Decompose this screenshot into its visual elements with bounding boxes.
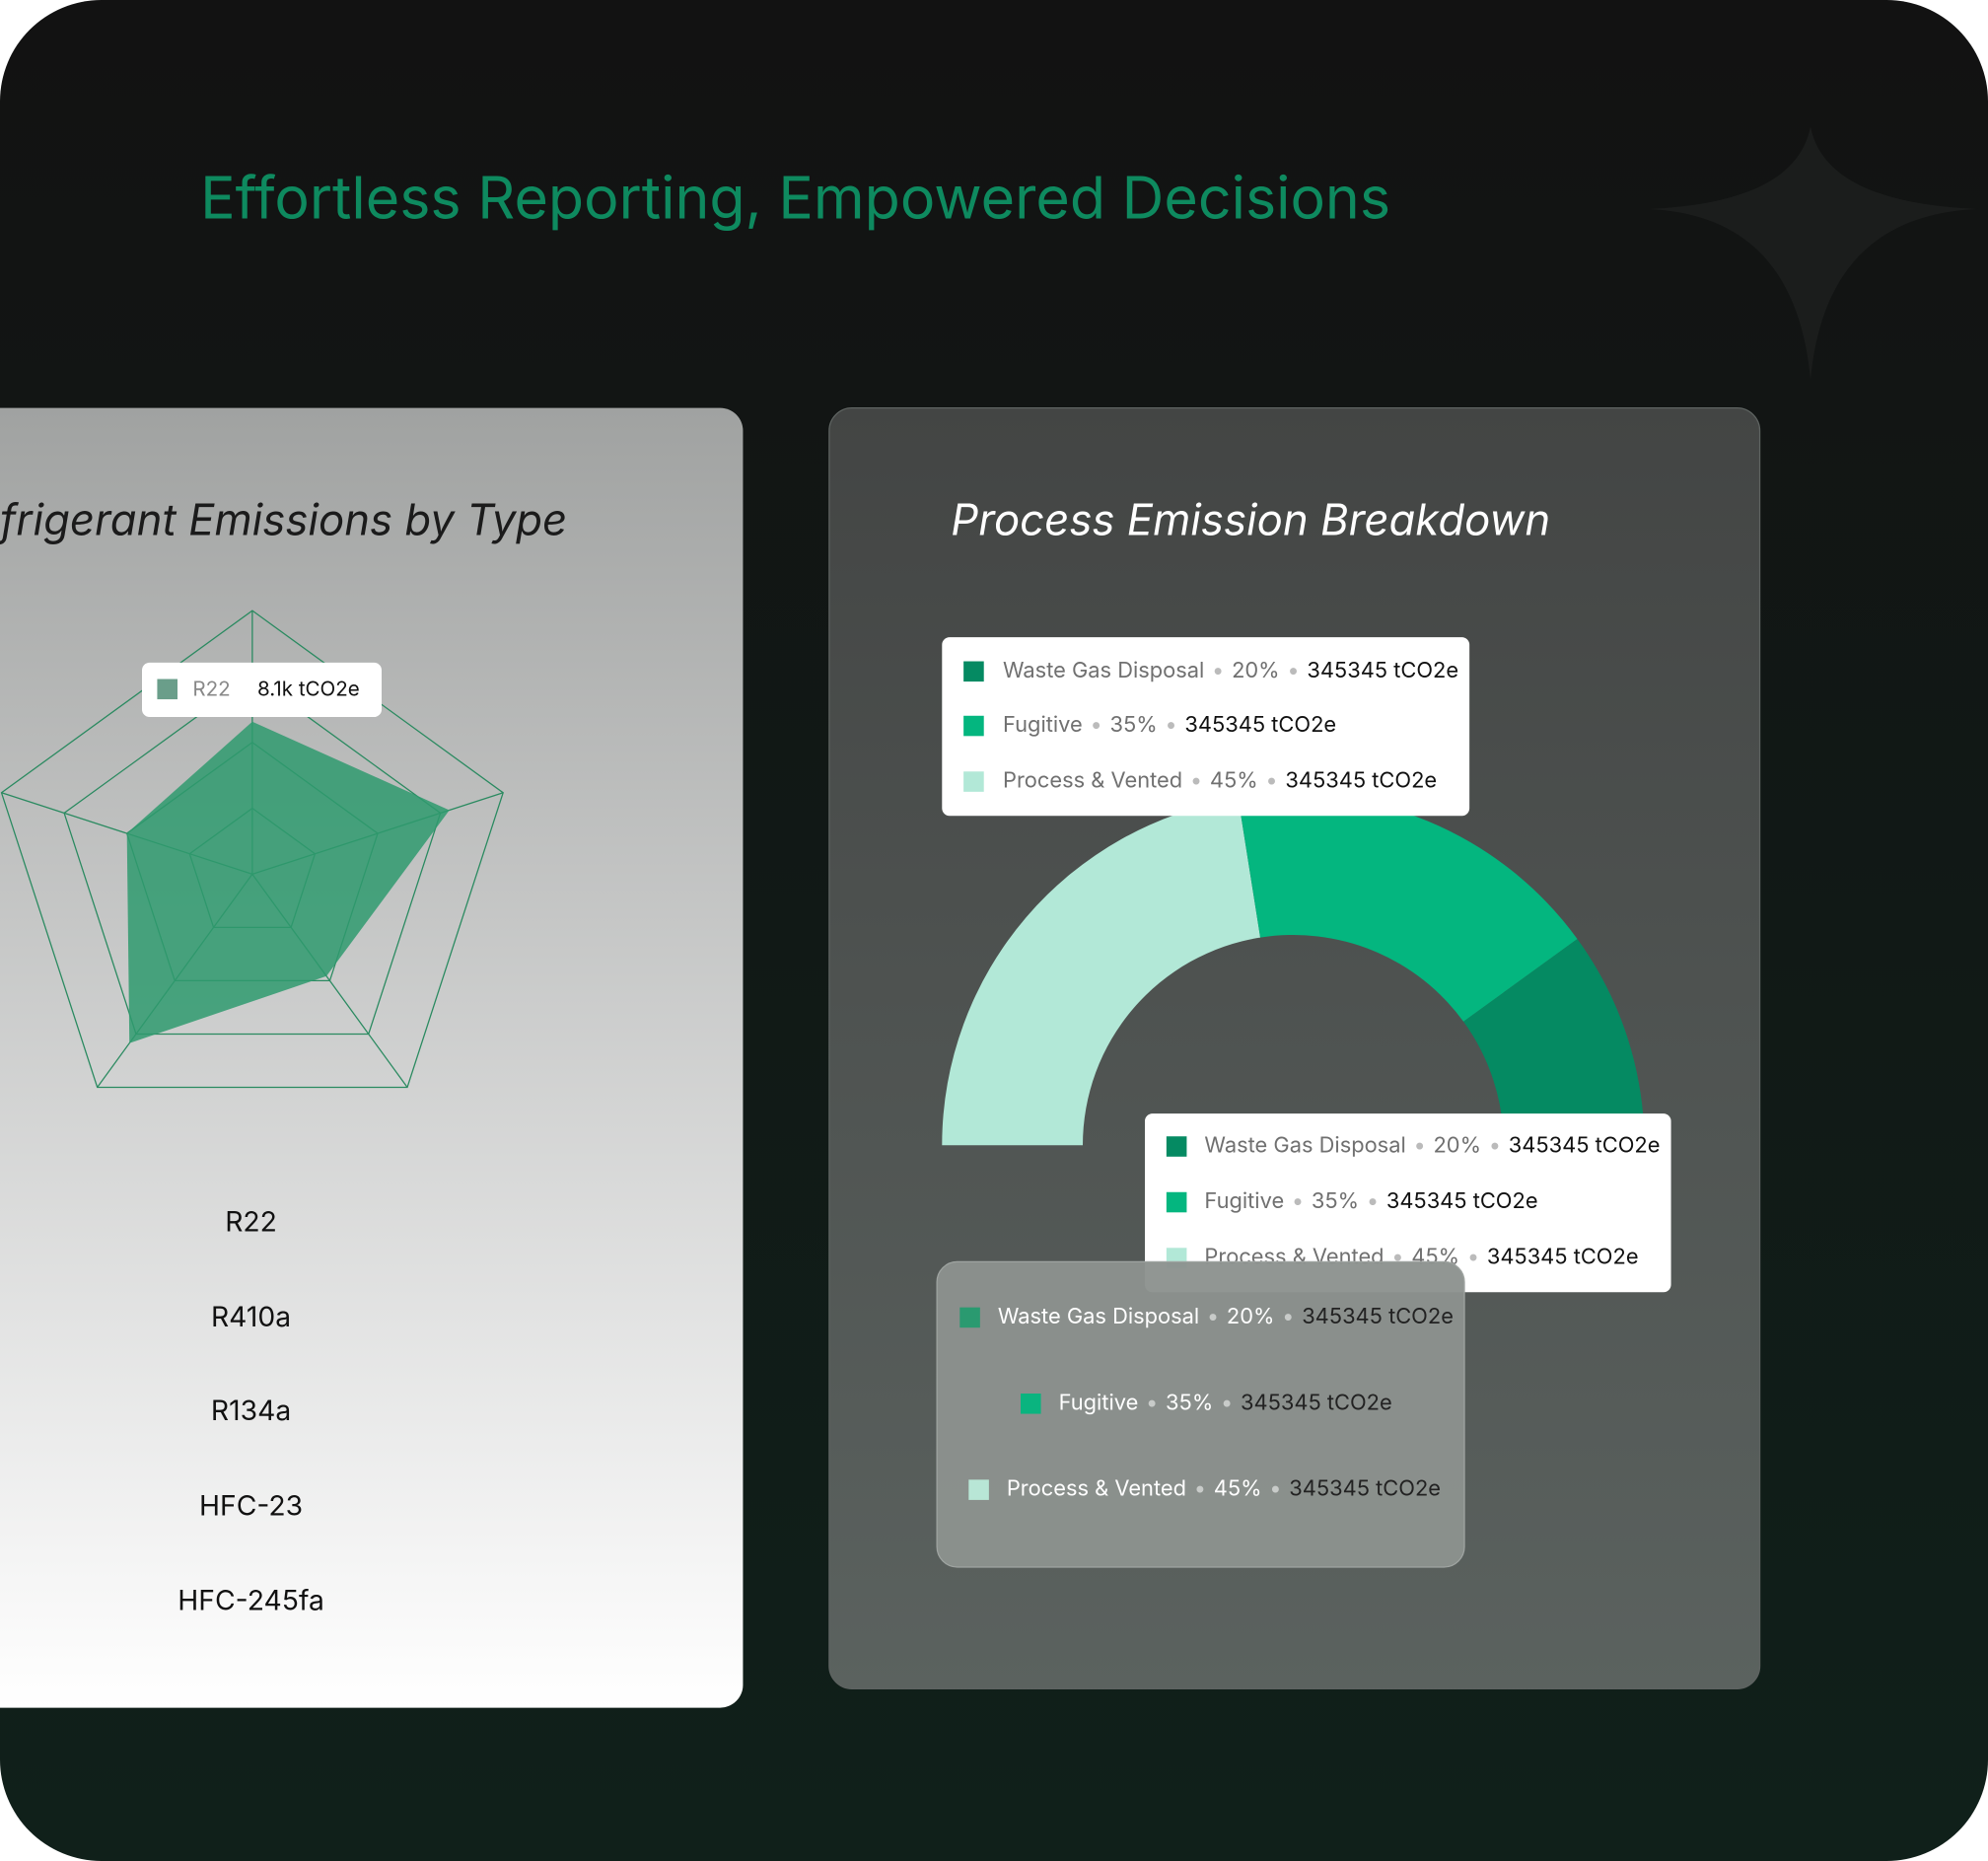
category-label: R410a xyxy=(211,1300,291,1333)
legend-share: 45% xyxy=(1210,768,1258,794)
donut-chart: Waste Gas Disposal • 20% • 345345 tCO2eFugit… xyxy=(936,637,1671,1568)
legend-share: 20% xyxy=(1232,658,1280,683)
legend-amount: 345345 tCO2e xyxy=(1307,658,1458,683)
separator: • xyxy=(1282,1304,1294,1329)
legend-amount: 345345 tCO2e xyxy=(1289,1476,1441,1502)
separator: • xyxy=(1207,1304,1219,1329)
separator: • xyxy=(1146,1390,1158,1415)
card-title: frigerant Emissions by Type xyxy=(0,493,567,545)
page-title: Effortless Reporting, Empowered Decision… xyxy=(200,164,1390,234)
separator: • xyxy=(1212,658,1224,683)
separator: • xyxy=(1265,768,1277,794)
legend-swatch xyxy=(968,1479,989,1500)
legend-swatch xyxy=(1166,1136,1187,1157)
legend-amount: 345345 tCO2e xyxy=(1386,1188,1538,1214)
radar-area xyxy=(126,721,450,1043)
legend-amount: 345345 tCO2e xyxy=(1487,1245,1639,1270)
legend-swatch xyxy=(1021,1394,1041,1414)
separator: • xyxy=(1269,1476,1281,1502)
donut-segment xyxy=(942,798,1261,1146)
legend-swatch xyxy=(963,771,984,792)
tooltip-category: R22 xyxy=(192,677,230,701)
separator: • xyxy=(1367,1188,1379,1214)
legend-share: 20% xyxy=(1434,1132,1482,1158)
separator: • xyxy=(1090,712,1101,738)
grid-ring xyxy=(0,609,504,1089)
legend-name: Waste Gas Disposal xyxy=(1204,1132,1405,1158)
legend-share: 35% xyxy=(1166,1390,1213,1415)
category-label: R134a xyxy=(211,1394,291,1427)
tooltip-swatch xyxy=(157,679,178,700)
legend-amount: 345345 tCO2e xyxy=(1509,1132,1661,1158)
legend-amount: 345345 tCO2e xyxy=(1302,1304,1454,1329)
legend-entry: Fugitive • 35% • 345345 tCO2e xyxy=(1003,712,1336,738)
legend-entry: Waste Gas Disposal • 20% • 345345 tCO2e xyxy=(998,1304,1454,1329)
separator: • xyxy=(1287,658,1299,683)
legend-entry: Fugitive • 35% • 345345 tCO2e xyxy=(1204,1188,1537,1214)
tooltip-value: 8.1k tCO2e xyxy=(257,677,360,701)
legend-box xyxy=(1145,1113,1671,1293)
category-label: R22 xyxy=(225,1205,277,1239)
legend-name: Process & Vented xyxy=(1007,1476,1186,1502)
legend-share: 35% xyxy=(1312,1188,1359,1214)
tooltip-box xyxy=(142,662,382,718)
legend-box xyxy=(942,637,1470,817)
legend-amount: 345345 tCO2e xyxy=(1285,768,1437,794)
legend-swatch xyxy=(1166,1191,1187,1213)
legend-share: 45% xyxy=(1214,1476,1262,1502)
legend-name: Waste Gas Disposal xyxy=(1003,658,1204,683)
legend-entry: Waste Gas Disposal • 20% • 345345 tCO2e xyxy=(1003,658,1458,683)
separator: • xyxy=(1194,1476,1206,1502)
legend: Waste Gas Disposal • 20% • 345345 tCO2eFugit… xyxy=(936,1260,1465,1568)
legend-amount: 345345 tCO2e xyxy=(1184,712,1336,738)
separator: • xyxy=(1190,768,1202,794)
legend-share: 20% xyxy=(1227,1304,1275,1329)
separator: • xyxy=(1467,1245,1479,1270)
category-label: HFC-245fa xyxy=(178,1584,324,1617)
legend-entry: Process & Vented • 45% • 345345 tCO2e xyxy=(1003,768,1437,794)
legend-entry: Fugitive • 35% • 345345 tCO2e xyxy=(1059,1390,1392,1415)
separator: • xyxy=(1414,1132,1426,1158)
separator: • xyxy=(1292,1188,1304,1214)
sparkle xyxy=(1648,126,1978,381)
separator: • xyxy=(1221,1390,1233,1415)
legend-entry: Process & Vented • 45% • 345345 tCO2e xyxy=(1007,1476,1441,1502)
legend-entry: Waste Gas Disposal • 20% • 345345 tCO2e xyxy=(1204,1132,1660,1158)
legend-share: 35% xyxy=(1109,712,1157,738)
radar-card xyxy=(0,407,744,1708)
legend-name: Process & Vented xyxy=(1003,768,1182,794)
legend-swatch xyxy=(959,1307,980,1328)
grid-ring xyxy=(63,676,442,1036)
radar-chart: R22 R410a R134a HFC-23 HFC-245fa R22 8.1k tCO2… xyxy=(0,609,504,1617)
legend-swatch xyxy=(963,661,984,682)
legend-name: Fugitive xyxy=(1003,712,1083,738)
donut-segment xyxy=(1238,794,1578,1022)
category-label: HFC-23 xyxy=(199,1488,303,1522)
separator: • xyxy=(1489,1132,1501,1158)
separator: • xyxy=(1165,712,1176,738)
card-title: Process Emission Breakdown xyxy=(951,493,1550,545)
legend-swatch xyxy=(963,715,984,737)
donut-segment xyxy=(1463,939,1645,1146)
legend-name: Fugitive xyxy=(1204,1188,1284,1214)
legend: Waste Gas Disposal • 20% • 345345 tCO2eFugit… xyxy=(942,637,1470,817)
legend-name: Fugitive xyxy=(1059,1390,1139,1415)
legend-box xyxy=(936,1260,1465,1568)
legend-name: Waste Gas Disposal xyxy=(998,1304,1199,1329)
tooltip: R22 8.1k tCO2e xyxy=(142,662,382,718)
legend-amount: 345345 tCO2e xyxy=(1241,1390,1392,1415)
